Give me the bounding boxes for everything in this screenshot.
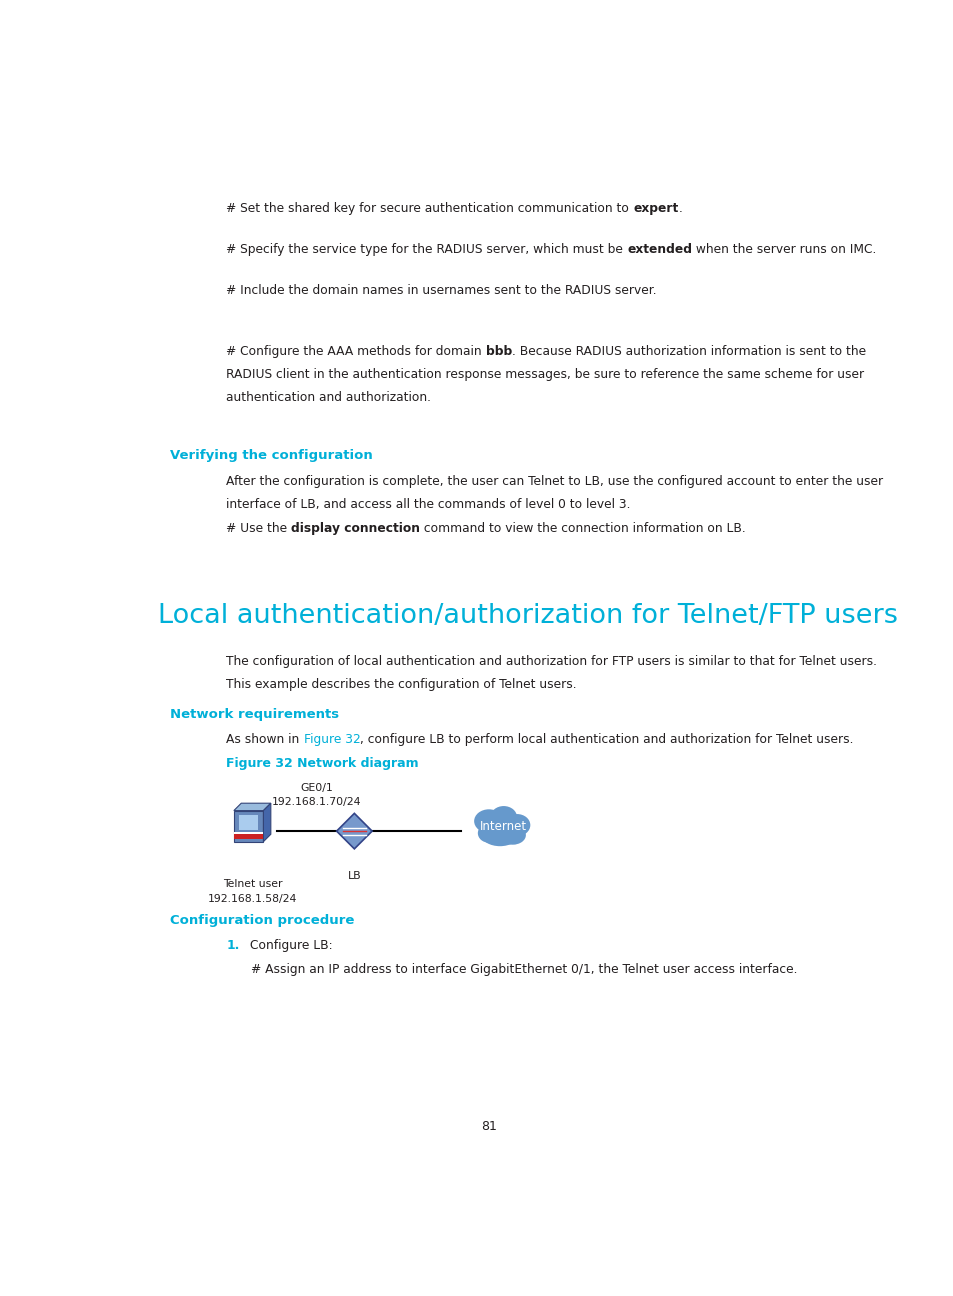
Ellipse shape (503, 814, 530, 836)
Text: # Use the: # Use the (226, 522, 292, 535)
Polygon shape (233, 804, 271, 810)
Text: This example describes the configuration of Telnet users.: This example describes the configuration… (226, 678, 577, 692)
Text: 1.: 1. (226, 938, 239, 951)
Text: interface of LB, and access all the commands of level 0 to level 3.: interface of LB, and access all the comm… (226, 498, 630, 511)
Polygon shape (263, 804, 271, 841)
Text: expert: expert (633, 202, 678, 215)
Text: # Configure the AAA methods for domain: # Configure the AAA methods for domain (226, 345, 485, 358)
Text: The configuration of local authentication and authorization for FTP users is sim: The configuration of local authenticatio… (226, 656, 877, 669)
Text: After the configuration is complete, the user can Telnet to LB, use the configur: After the configuration is complete, the… (226, 474, 882, 487)
Ellipse shape (481, 824, 518, 846)
Text: 81: 81 (480, 1121, 497, 1134)
Text: Figure 32: Figure 32 (303, 734, 360, 746)
Text: Configure LB:: Configure LB: (250, 938, 333, 951)
Polygon shape (239, 815, 258, 829)
Polygon shape (233, 832, 263, 835)
Ellipse shape (498, 826, 525, 845)
Text: .: . (678, 202, 681, 215)
Text: when the server runs on IMC.: when the server runs on IMC. (692, 244, 876, 257)
Text: 192.168.1.70/24: 192.168.1.70/24 (272, 797, 360, 807)
Text: RADIUS client in the authentication response messages, be sure to reference the : RADIUS client in the authentication resp… (226, 368, 863, 381)
Text: , configure LB to perform local authentication and authorization for Telnet user: , configure LB to perform local authenti… (360, 734, 853, 746)
Text: Internet: Internet (479, 819, 527, 832)
Text: command to view the connection information on LB.: command to view the connection informati… (420, 522, 745, 535)
Text: extended: extended (626, 244, 692, 257)
Text: # Specify the service type for the RADIUS server, which must be: # Specify the service type for the RADIU… (226, 244, 626, 257)
Text: # Include the domain names in usernames sent to the RADIUS server.: # Include the domain names in usernames … (226, 284, 657, 297)
Ellipse shape (477, 823, 499, 842)
Text: # Set the shared key for secure authentication communication to: # Set the shared key for secure authenti… (226, 202, 633, 215)
Text: GE0/1: GE0/1 (299, 783, 333, 793)
Text: Local authentication/authorization for Telnet/FTP users: Local authentication/authorization for T… (158, 603, 898, 629)
Polygon shape (336, 814, 372, 849)
Text: Verifying the configuration: Verifying the configuration (170, 448, 372, 461)
Text: Configuration procedure: Configuration procedure (170, 914, 354, 927)
Text: authentication and authorization.: authentication and authorization. (226, 391, 431, 404)
Ellipse shape (474, 809, 503, 833)
Text: # Assign an IP address to interface GigabitEthernet 0/1, the Telnet user access : # Assign an IP address to interface Giga… (251, 963, 797, 976)
Text: display connection: display connection (292, 522, 420, 535)
Ellipse shape (490, 806, 517, 828)
Text: Network requirements: Network requirements (170, 709, 338, 722)
Polygon shape (233, 810, 263, 841)
Text: LB: LB (347, 871, 361, 881)
Polygon shape (233, 835, 263, 839)
Text: . Because RADIUS authorization information is sent to the: . Because RADIUS authorization informati… (512, 345, 865, 358)
Text: 192.168.1.58/24: 192.168.1.58/24 (208, 894, 296, 905)
Text: bbb: bbb (485, 345, 512, 358)
Text: Figure 32 Network diagram: Figure 32 Network diagram (226, 757, 418, 770)
Text: As shown in: As shown in (226, 734, 303, 746)
Text: Telnet user: Telnet user (222, 879, 282, 889)
